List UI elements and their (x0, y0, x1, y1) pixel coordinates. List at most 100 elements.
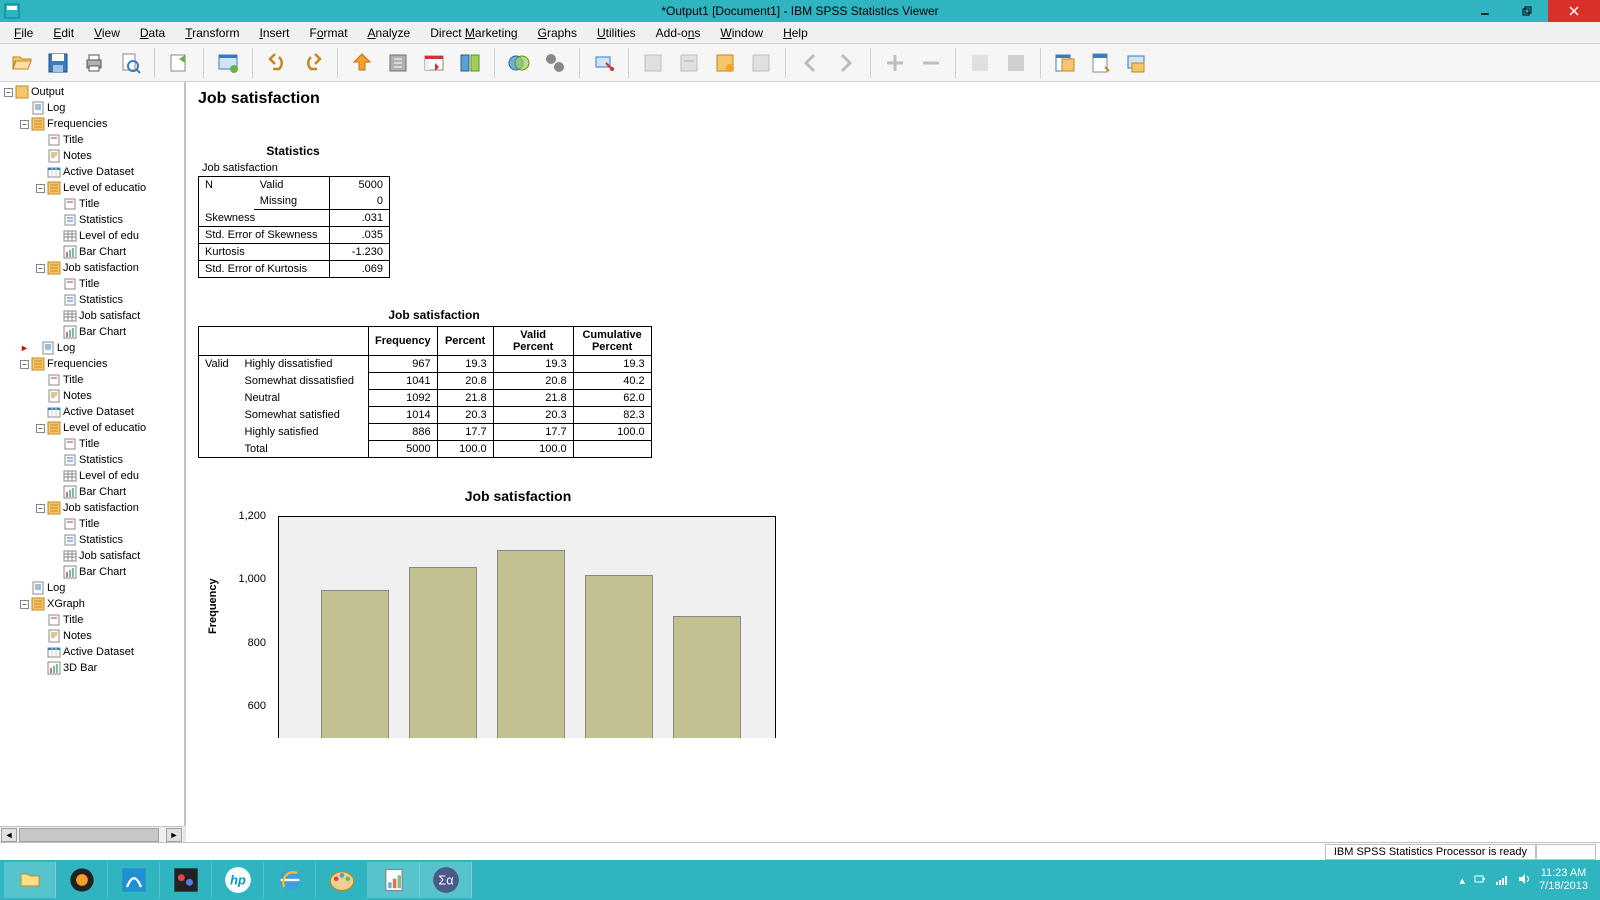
tree-node[interactable]: Bar Chart (0, 484, 184, 500)
tree-node[interactable]: Bar Chart (0, 564, 184, 580)
goto-data-button[interactable] (346, 47, 378, 79)
tree-toggle-icon[interactable]: − (36, 184, 45, 193)
export-button[interactable] (163, 47, 195, 79)
tree-node[interactable]: −Level of educatio (0, 420, 184, 436)
tree-node[interactable]: ►Log (0, 340, 184, 356)
taskbar-app-icon[interactable] (108, 862, 160, 898)
system-tray[interactable]: ▴ 11:23 AM 7/18/2013 (1452, 867, 1596, 893)
close-button[interactable] (1548, 0, 1600, 22)
tree-toggle-icon[interactable]: − (36, 264, 45, 273)
expand-button[interactable] (879, 47, 911, 79)
tree-node[interactable]: Statistics (0, 452, 184, 468)
tree-node[interactable]: Title (0, 436, 184, 452)
tree-node[interactable]: −Frequencies (0, 356, 184, 372)
tray-power-icon[interactable] (1473, 872, 1487, 889)
taskbar-explorer-icon[interactable] (4, 862, 56, 898)
tree-node[interactable]: −Job satisfaction (0, 260, 184, 276)
menu-graphs[interactable]: Graphs (530, 24, 585, 42)
tray-chevron-icon[interactable]: ▴ (1460, 874, 1466, 887)
tree-node[interactable]: Statistics (0, 212, 184, 228)
outline-hscroll[interactable]: ◄► (0, 826, 183, 842)
tree-node[interactable]: Title (0, 196, 184, 212)
taskbar-ie-icon[interactable] (264, 862, 316, 898)
insert-page-break-button[interactable] (745, 47, 777, 79)
insert-title-button[interactable] (673, 47, 705, 79)
tree-node[interactable]: −Job satisfaction (0, 500, 184, 516)
tree-node[interactable]: −Frequencies (0, 116, 184, 132)
tree-node[interactable]: Title (0, 372, 184, 388)
taskbar-media-icon[interactable] (56, 862, 108, 898)
select-button[interactable] (503, 47, 535, 79)
print-preview-button[interactable] (114, 47, 146, 79)
tree-node[interactable]: Statistics (0, 292, 184, 308)
menu-data[interactable]: Data (132, 24, 173, 42)
tree-node[interactable]: Title (0, 132, 184, 148)
show-hidden-button[interactable] (964, 47, 996, 79)
taskbar-clock[interactable]: 11:23 AM 7/18/2013 (1539, 867, 1588, 893)
menu-utilities[interactable]: Utilities (589, 24, 644, 42)
nav-forward-button[interactable] (830, 47, 862, 79)
tree-node[interactable]: −Level of educatio (0, 180, 184, 196)
variables-button[interactable] (454, 47, 486, 79)
undo-button[interactable] (261, 47, 293, 79)
tree-toggle-icon[interactable]: − (36, 504, 45, 513)
recall-dialog-button[interactable] (212, 47, 244, 79)
menu-directmarketing[interactable]: Direct Marketing (422, 24, 525, 42)
menu-help[interactable]: Help (775, 24, 816, 42)
insert-heading-button[interactable] (637, 47, 669, 79)
nav-back-button[interactable] (794, 47, 826, 79)
tree-node[interactable]: Title (0, 612, 184, 628)
outline-pane[interactable]: −OutputLog−FrequenciesTitleNotesActive D… (0, 82, 186, 826)
taskbar-spss-icon[interactable]: Σα (420, 862, 472, 898)
tree-node[interactable]: Level of edu (0, 228, 184, 244)
restore-button[interactable] (1506, 0, 1548, 22)
taskbar-paint-icon[interactable] (316, 862, 368, 898)
tree-toggle-icon[interactable]: − (20, 120, 29, 129)
content-pane[interactable]: Job satisfaction Statistics Job satisfac… (186, 82, 1600, 842)
insert-text-button[interactable] (709, 47, 741, 79)
designate-window-button[interactable] (1049, 47, 1081, 79)
tree-node[interactable]: Job satisfact (0, 548, 184, 564)
tree-node[interactable]: Title (0, 516, 184, 532)
tree-toggle-icon[interactable]: − (4, 88, 13, 97)
menu-window[interactable]: Window (712, 24, 771, 42)
tree-toggle-icon[interactable]: − (36, 424, 45, 433)
menu-transform[interactable]: Transform (177, 24, 247, 42)
tree-node[interactable]: Bar Chart (0, 324, 184, 340)
tree-node[interactable]: Notes (0, 148, 184, 164)
show-labels-button[interactable] (539, 47, 571, 79)
tree-node[interactable]: Log (0, 100, 184, 116)
tree-node[interactable]: −XGraph (0, 596, 184, 612)
print-button[interactable] (78, 47, 110, 79)
menu-edit[interactable]: Edit (45, 24, 82, 42)
taskbar-hp-icon[interactable]: hp (212, 862, 264, 898)
tree-toggle-icon[interactable]: − (20, 360, 29, 369)
tree-node[interactable]: −Output (0, 84, 184, 100)
minimize-button[interactable] (1464, 0, 1506, 22)
taskbar-gallery-icon[interactable] (160, 862, 212, 898)
tray-network-icon[interactable] (1495, 872, 1509, 889)
tree-node[interactable]: Title (0, 276, 184, 292)
tree-node[interactable]: 3D Bar (0, 660, 184, 676)
tray-volume-icon[interactable] (1517, 872, 1531, 889)
menu-add-ons[interactable]: Add-ons (648, 24, 709, 42)
taskbar-doc-icon[interactable] (368, 862, 420, 898)
tree-node[interactable]: Log (0, 580, 184, 596)
tree-node[interactable]: Bar Chart (0, 244, 184, 260)
run-script-button[interactable] (1121, 47, 1153, 79)
redo-button[interactable] (297, 47, 329, 79)
menu-view[interactable]: View (86, 24, 128, 42)
tree-toggle-icon[interactable]: − (20, 600, 29, 609)
menu-file[interactable]: File (6, 24, 41, 42)
tree-node[interactable]: Notes (0, 388, 184, 404)
tree-node[interactable]: Active Dataset (0, 404, 184, 420)
menu-insert[interactable]: Insert (251, 24, 297, 42)
use-sets-button[interactable] (588, 47, 620, 79)
menu-analyze[interactable]: Analyze (360, 24, 419, 42)
save-button[interactable] (42, 47, 74, 79)
goto-case-button[interactable] (382, 47, 414, 79)
open-button[interactable] (6, 47, 38, 79)
tree-node[interactable]: Statistics (0, 532, 184, 548)
collapse-button[interactable] (915, 47, 947, 79)
tree-node[interactable]: Level of edu (0, 468, 184, 484)
